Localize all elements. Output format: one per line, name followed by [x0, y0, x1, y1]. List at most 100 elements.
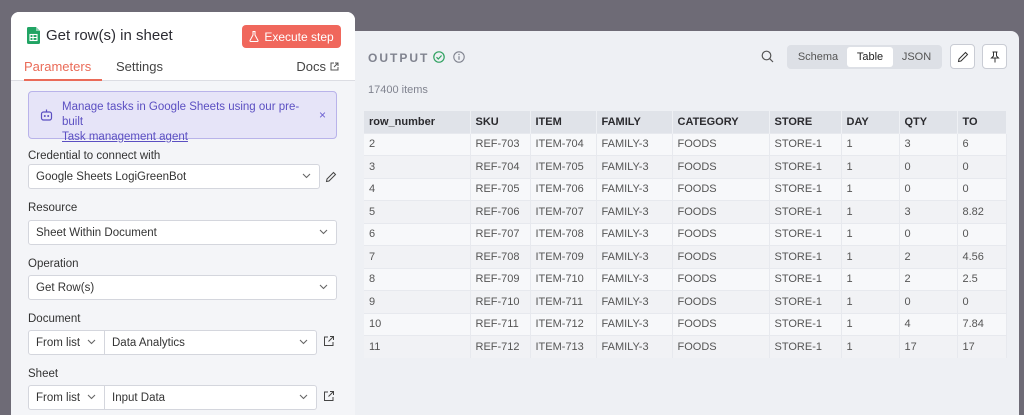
tab-settings[interactable]: Settings	[116, 59, 163, 74]
table-cell[interactable]: REF-710	[470, 290, 531, 313]
table-cell[interactable]: ITEM-712	[530, 312, 597, 336]
table-cell[interactable]: REF-709	[470, 267, 531, 291]
table-cell[interactable]: ITEM-705	[530, 155, 597, 178]
table-cell[interactable]: 3	[899, 200, 958, 223]
view-table[interactable]: Table	[847, 47, 893, 67]
table-cell[interactable]: 17	[957, 335, 1007, 358]
table-cell[interactable]: FOODS	[672, 335, 770, 358]
column-header[interactable]: ITEM	[530, 111, 597, 133]
tab-parameters[interactable]: Parameters	[24, 59, 92, 74]
table-cell[interactable]: 11	[364, 335, 471, 358]
table-cell[interactable]: STORE-1	[769, 267, 842, 291]
table-cell[interactable]: FAMILY-3	[596, 312, 673, 336]
table-cell[interactable]: 0	[957, 177, 1007, 201]
table-cell[interactable]: 9	[364, 290, 471, 313]
table-cell[interactable]: REF-712	[470, 335, 531, 358]
table-cell[interactable]: ITEM-706	[530, 177, 597, 201]
task-management-agent-link[interactable]: Task management agent	[62, 131, 188, 143]
table-cell[interactable]: FOODS	[672, 245, 770, 268]
pin-output-button[interactable]	[982, 44, 1007, 69]
table-cell[interactable]: REF-704	[470, 155, 531, 178]
table-cell[interactable]: STORE-1	[769, 177, 842, 201]
column-header[interactable]: FAMILY	[596, 111, 673, 133]
table-cell[interactable]: 2	[899, 267, 958, 291]
table-cell[interactable]: STORE-1	[769, 335, 842, 358]
table-cell[interactable]: FOODS	[672, 312, 770, 336]
external-link-icon[interactable]	[323, 390, 335, 402]
table-cell[interactable]: 1	[841, 245, 900, 268]
table-cell[interactable]: FOODS	[672, 155, 770, 178]
table-cell[interactable]: 1	[841, 312, 900, 336]
table-cell[interactable]: 7	[364, 245, 471, 268]
view-schema[interactable]: Schema	[797, 51, 839, 63]
table-cell[interactable]: 1	[841, 155, 900, 178]
column-header[interactable]: TO	[957, 111, 1007, 133]
pencil-icon[interactable]	[325, 171, 337, 183]
table-cell[interactable]: FAMILY-3	[596, 177, 673, 201]
column-header[interactable]: STORE	[769, 111, 842, 133]
table-cell[interactable]: FOODS	[672, 267, 770, 291]
table-cell[interactable]: 0	[957, 222, 1007, 246]
table-cell[interactable]: FAMILY-3	[596, 267, 673, 291]
table-cell[interactable]: 1	[841, 267, 900, 291]
sheet-mode-select[interactable]: From list	[28, 385, 105, 410]
document-select[interactable]: Data Analytics	[105, 330, 317, 355]
table-cell[interactable]: 3	[899, 132, 958, 156]
table-cell[interactable]: 0	[899, 290, 958, 313]
table-cell[interactable]: FAMILY-3	[596, 335, 673, 358]
table-cell[interactable]: 10	[364, 312, 471, 336]
table-cell[interactable]: REF-706	[470, 200, 531, 223]
search-icon[interactable]	[761, 50, 774, 63]
resource-select[interactable]: Sheet Within Document	[28, 220, 337, 245]
table-cell[interactable]: STORE-1	[769, 312, 842, 336]
table-cell[interactable]: STORE-1	[769, 132, 842, 156]
table-cell[interactable]: STORE-1	[769, 200, 842, 223]
table-cell[interactable]: FAMILY-3	[596, 200, 673, 223]
table-cell[interactable]: FAMILY-3	[596, 290, 673, 313]
table-cell[interactable]: 2	[364, 132, 471, 156]
table-cell[interactable]: 1	[841, 290, 900, 313]
table-cell[interactable]: ITEM-713	[530, 335, 597, 358]
table-cell[interactable]: FAMILY-3	[596, 155, 673, 178]
table-cell[interactable]: STORE-1	[769, 222, 842, 246]
execute-step-button[interactable]: Execute step	[242, 25, 341, 48]
edit-output-button[interactable]	[950, 44, 975, 69]
docs-link[interactable]: Docs	[296, 59, 339, 74]
table-cell[interactable]: STORE-1	[769, 290, 842, 313]
table-cell[interactable]: ITEM-708	[530, 222, 597, 246]
table-cell[interactable]: 0	[899, 222, 958, 246]
table-cell[interactable]: STORE-1	[769, 155, 842, 178]
table-cell[interactable]: 1	[841, 200, 900, 223]
table-cell[interactable]: REF-707	[470, 222, 531, 246]
table-cell[interactable]: 5	[364, 200, 471, 223]
banner-close-button[interactable]: ×	[318, 108, 326, 122]
column-header[interactable]: SKU	[470, 111, 531, 133]
table-cell[interactable]: FOODS	[672, 222, 770, 246]
credential-select[interactable]: Google Sheets LogiGreenBot	[28, 164, 320, 189]
column-header[interactable]: DAY	[841, 111, 900, 133]
table-cell[interactable]: 1	[841, 177, 900, 201]
table-cell[interactable]: 8.82	[957, 200, 1007, 223]
table-cell[interactable]: 1	[841, 335, 900, 358]
table-cell[interactable]: ITEM-710	[530, 267, 597, 291]
table-cell[interactable]: 6	[957, 132, 1007, 156]
document-mode-select[interactable]: From list	[28, 330, 105, 355]
table-cell[interactable]: 1	[841, 132, 900, 156]
table-cell[interactable]: ITEM-707	[530, 200, 597, 223]
table-cell[interactable]: 2	[899, 245, 958, 268]
table-cell[interactable]: ITEM-709	[530, 245, 597, 268]
table-cell[interactable]: FAMILY-3	[596, 245, 673, 268]
table-cell[interactable]: 0	[899, 155, 958, 178]
table-cell[interactable]: 8	[364, 267, 471, 291]
table-cell[interactable]: REF-703	[470, 132, 531, 156]
operation-select[interactable]: Get Row(s)	[28, 275, 337, 300]
info-icon[interactable]	[453, 51, 465, 63]
table-cell[interactable]: 4	[899, 312, 958, 336]
view-json[interactable]: JSON	[901, 51, 932, 63]
table-cell[interactable]: 3	[364, 155, 471, 178]
column-header[interactable]: QTY	[899, 111, 958, 133]
table-cell[interactable]: 0	[899, 177, 958, 201]
table-cell[interactable]: REF-711	[470, 312, 531, 336]
table-cell[interactable]: 1	[841, 222, 900, 246]
table-cell[interactable]: FOODS	[672, 177, 770, 201]
